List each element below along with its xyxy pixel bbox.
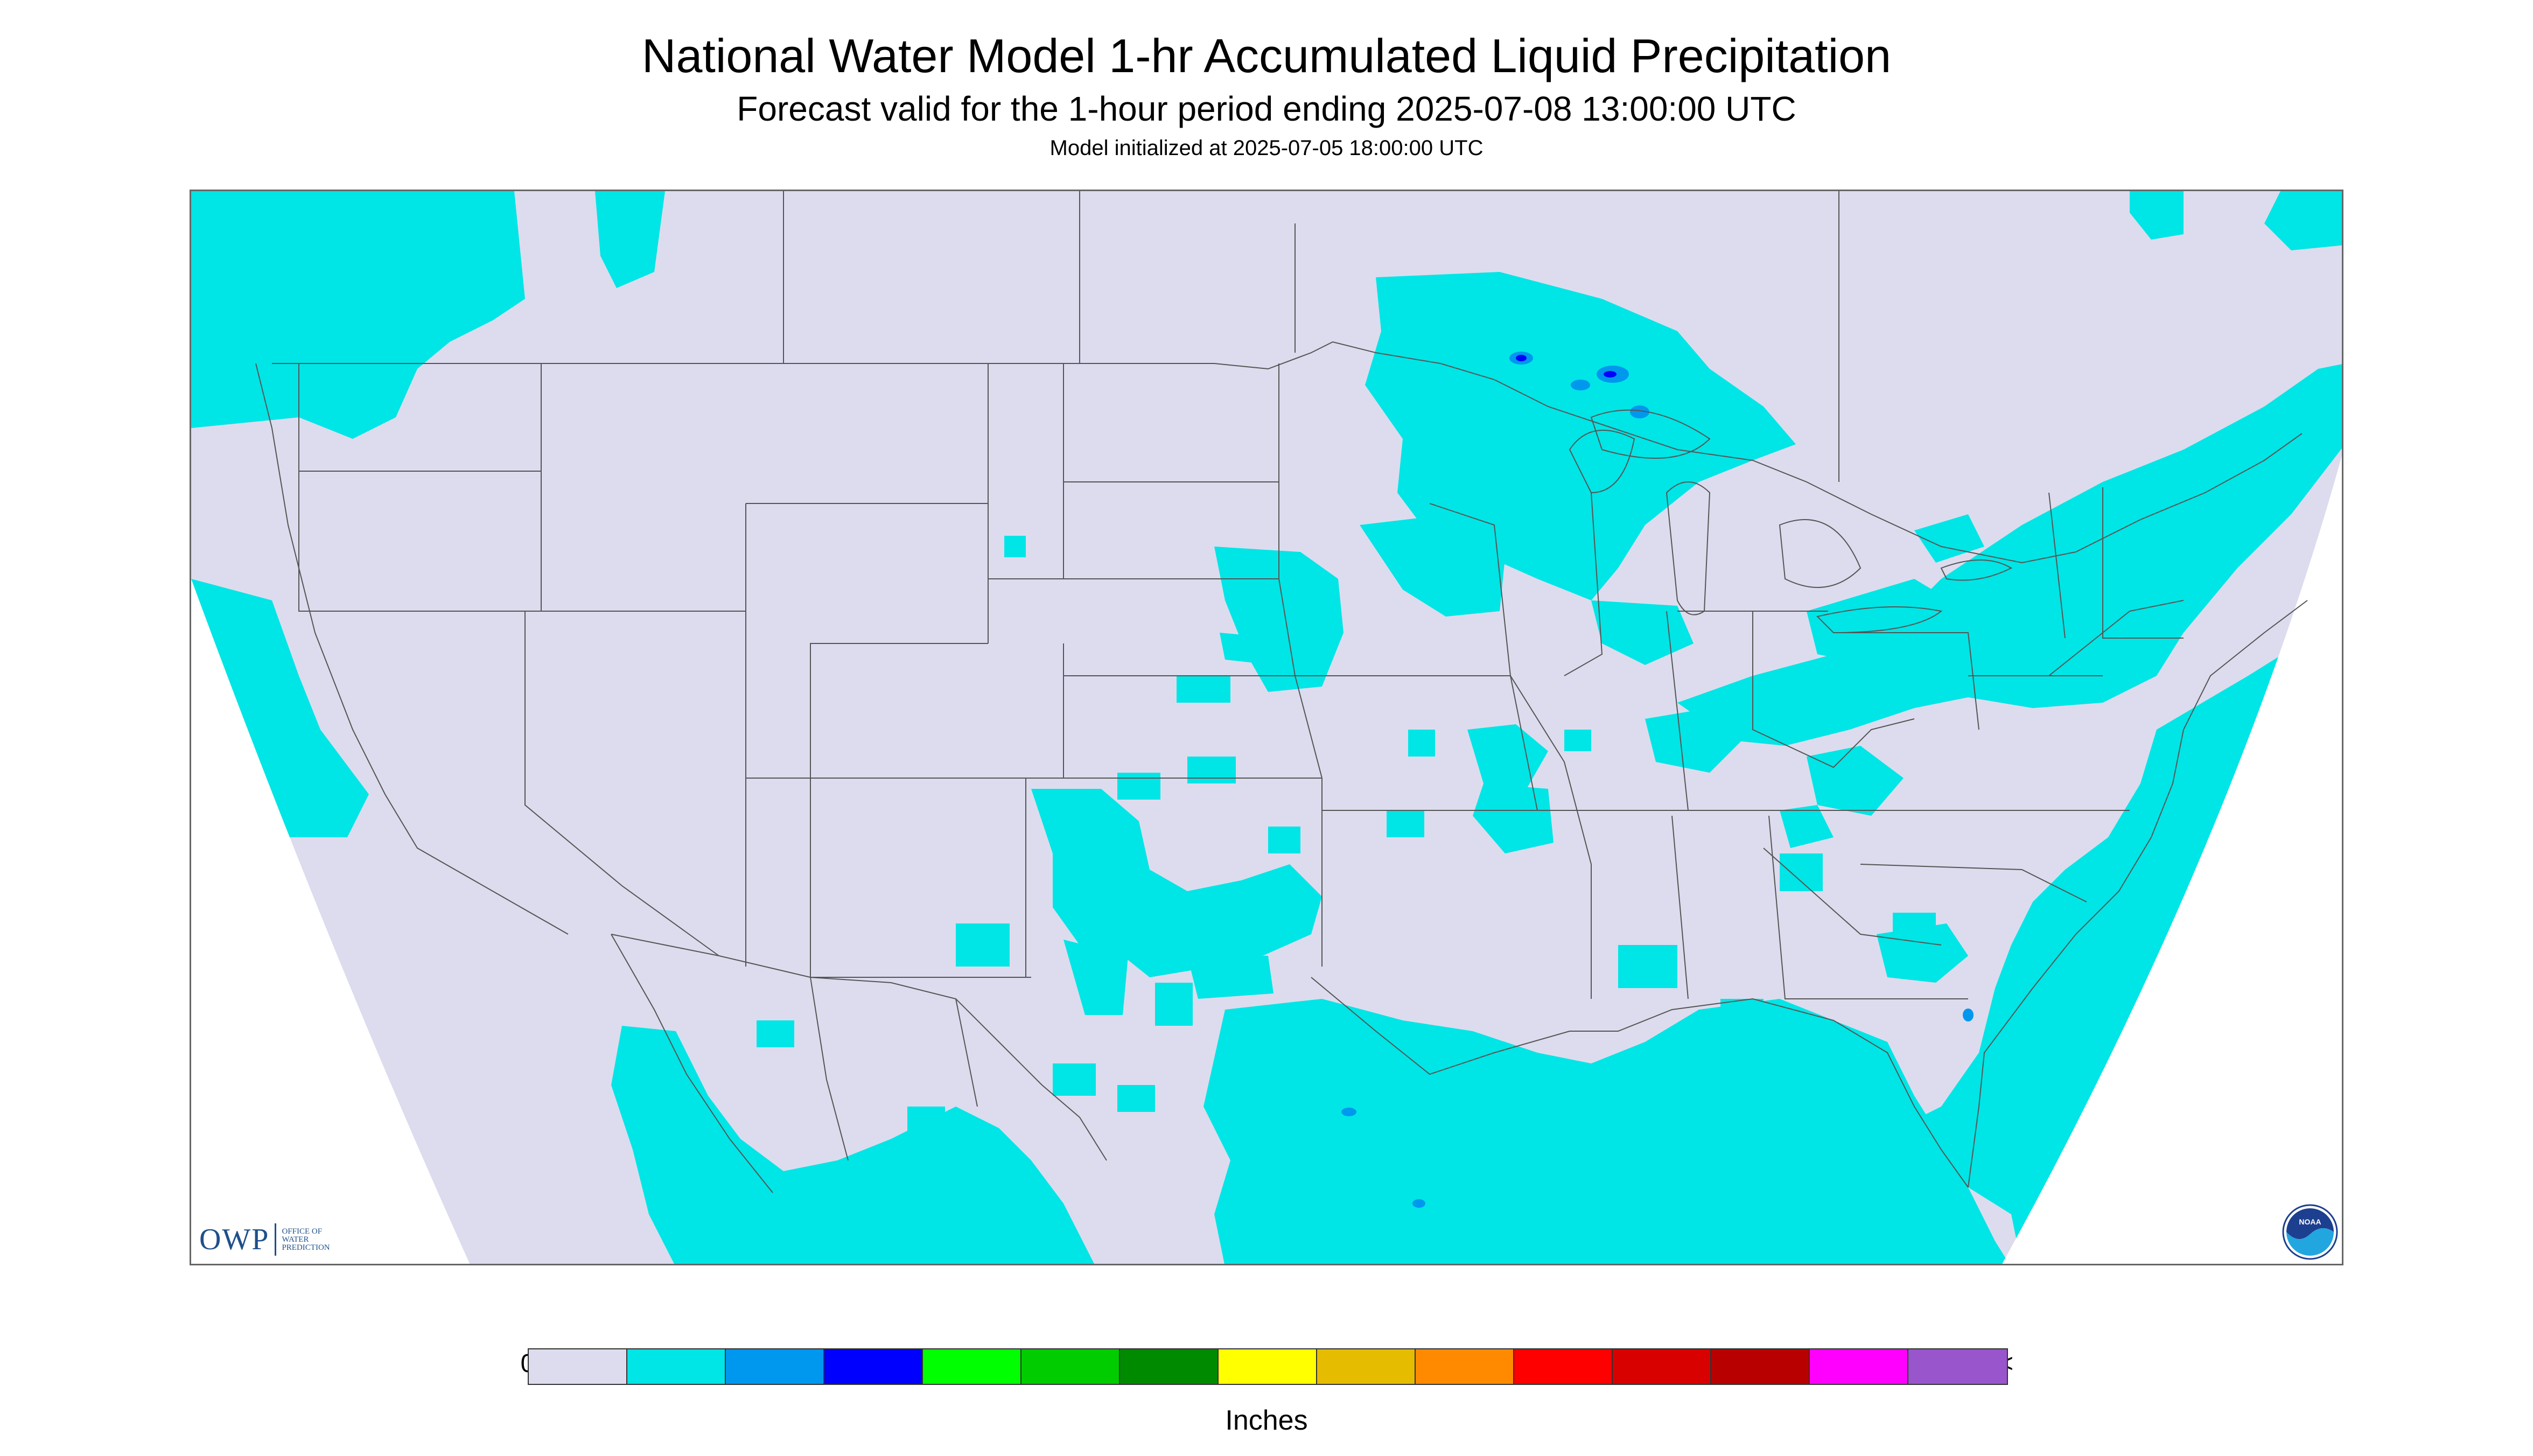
legend-swatch-6: [1120, 1349, 1219, 1384]
legend-swatch-3: [824, 1349, 923, 1384]
legend-color-bar: [528, 1348, 2008, 1385]
light-precip-areas: [1341, 352, 1974, 1208]
noaa-logo-text: NOAA: [2299, 1217, 2321, 1226]
map-canvas: [191, 191, 2342, 1264]
map-title: National Water Model 1-hr Accumulated Li…: [641, 29, 1892, 82]
owp-logo-line-2: WATER: [282, 1235, 309, 1244]
legend-swatch-12: [1711, 1349, 1810, 1384]
owp-logo-text: OFFICE OF WATER PREDICTION: [282, 1227, 330, 1252]
legend-swatch-14: [1908, 1349, 2007, 1384]
owp-logo-word: OWP: [199, 1223, 270, 1256]
outside-projection-area: [191, 456, 2342, 1264]
owp-logo-line-1: OFFICE OF: [282, 1227, 323, 1236]
precipitation-map: [190, 190, 2343, 1265]
owp-logo-divider: [275, 1223, 277, 1256]
state-boundaries: [255, 191, 2308, 1193]
legend-swatch-0: [529, 1349, 627, 1384]
legend-swatch-4: [923, 1349, 1021, 1384]
legend-swatch-2: [726, 1349, 824, 1384]
forecast-valid-subtitle: Forecast valid for the 1-hour period end…: [737, 89, 1796, 128]
owp-logo: OWP OFFICE OF WATER PREDICTION: [199, 1222, 330, 1257]
trace-precip-areas: [191, 191, 2342, 1264]
legend-swatch-11: [1613, 1349, 1711, 1384]
owp-logo-line-3: PREDICTION: [282, 1243, 330, 1252]
legend-swatch-7: [1219, 1349, 1317, 1384]
legend-swatch-5: [1021, 1349, 1120, 1384]
legend-swatch-1: [627, 1349, 726, 1384]
legend-swatch-9: [1416, 1349, 1514, 1384]
heavy-precip-areas: [1516, 355, 1617, 377]
legend-swatch-10: [1514, 1349, 1613, 1384]
model-init-line: Model initialized at 2025-07-05 18:00:00…: [1049, 136, 1484, 160]
noaa-logo-icon: NOAA: [2282, 1204, 2338, 1260]
legend-units: Inches: [1225, 1405, 1308, 1436]
legend-swatch-13: [1810, 1349, 1908, 1384]
legend-swatch-8: [1317, 1349, 1416, 1384]
